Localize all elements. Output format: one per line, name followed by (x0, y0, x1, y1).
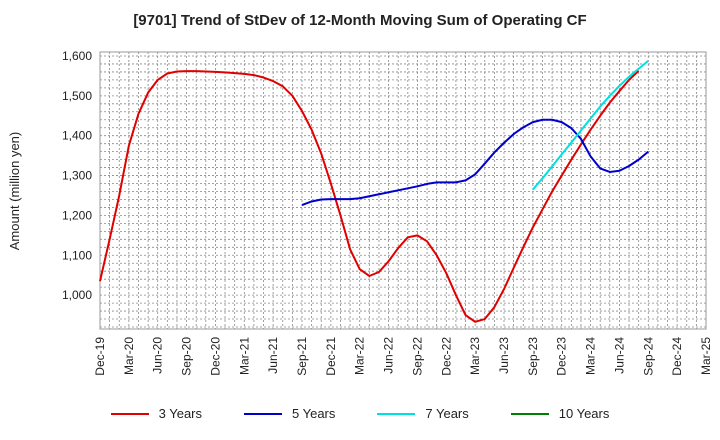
series-line-7-years (532, 59, 649, 191)
x-tick-label: Mar-24 (584, 337, 598, 375)
legend-label: 5 Years (292, 406, 336, 421)
legend-item: 10 Years (510, 406, 610, 421)
series-line-5-years (301, 118, 649, 206)
x-tick-label: Sep-24 (641, 337, 655, 376)
x-axis-ticks: Dec-19 Mar-20 Jun-20 Sep-20 Dec-20 Mar-21 Jun-… (93, 337, 713, 376)
x-tick-label: Jun-20 (151, 337, 165, 374)
y-tick-label: 1,600 (62, 49, 92, 63)
x-tick-label: Dec-24 (670, 337, 684, 376)
series-lines (99, 59, 649, 323)
y-axis-label: Amount (million yen) (7, 132, 22, 251)
x-tick-label: Mar-23 (468, 337, 482, 375)
x-tick-label: Mar-22 (353, 337, 367, 375)
x-tick-label: Mar-21 (237, 337, 251, 375)
x-tick-label: Jun-23 (497, 337, 511, 374)
x-tick-label: Dec-20 (208, 337, 222, 376)
x-tick-label: Sep-23 (526, 337, 540, 376)
x-tick-label: Mar-20 (122, 337, 136, 375)
x-tick-label: Dec-23 (555, 337, 569, 376)
plot-frame (99, 51, 707, 330)
x-tick-label: Jun-21 (266, 337, 280, 374)
x-tick-label: Sep-20 (180, 337, 194, 376)
y-tick-label: 1,100 (62, 248, 92, 262)
x-tick-label: Jun-24 (612, 337, 626, 374)
legend: 3 Years 5 Years 7 Years 10 Years (0, 406, 720, 421)
x-tick-label: Mar-25 (699, 337, 713, 375)
legend-item: 7 Years (377, 406, 469, 421)
y-tick-label: 1,200 (62, 208, 92, 222)
x-tick-label: Jun-22 (382, 337, 396, 374)
legend-item: 3 Years (110, 406, 202, 421)
x-tick-label: Dec-21 (324, 337, 338, 376)
x-tick-label: Sep-22 (410, 337, 424, 376)
chart-title: [9701] Trend of StDev of 12-Month Moving… (133, 12, 587, 29)
legend-label: 3 Years (158, 406, 202, 421)
legend-swatch (244, 412, 282, 415)
y-tick-label: 1,000 (62, 288, 92, 302)
legend-swatch (377, 412, 416, 415)
y-tick-label: 1,400 (62, 129, 92, 143)
legend-item: 5 Years (244, 406, 335, 421)
legend-swatch (110, 412, 149, 415)
y-axis-ticks: 1,000 1,100 1,200 1,300 1,400 1,500 1,600 (62, 49, 92, 302)
grid (99, 52, 707, 329)
y-tick-label: 1,500 (62, 89, 92, 103)
y-tick-label: 1,300 (62, 169, 92, 183)
x-tick-label: Sep-21 (295, 337, 309, 376)
legend-label: 7 Years (425, 406, 469, 421)
legend-swatch (510, 412, 549, 415)
legend-label: 10 Years (558, 406, 610, 421)
x-tick-label: Dec-22 (439, 337, 453, 376)
series-line-3-years (99, 70, 640, 323)
x-tick-label: Dec-19 (93, 337, 107, 376)
